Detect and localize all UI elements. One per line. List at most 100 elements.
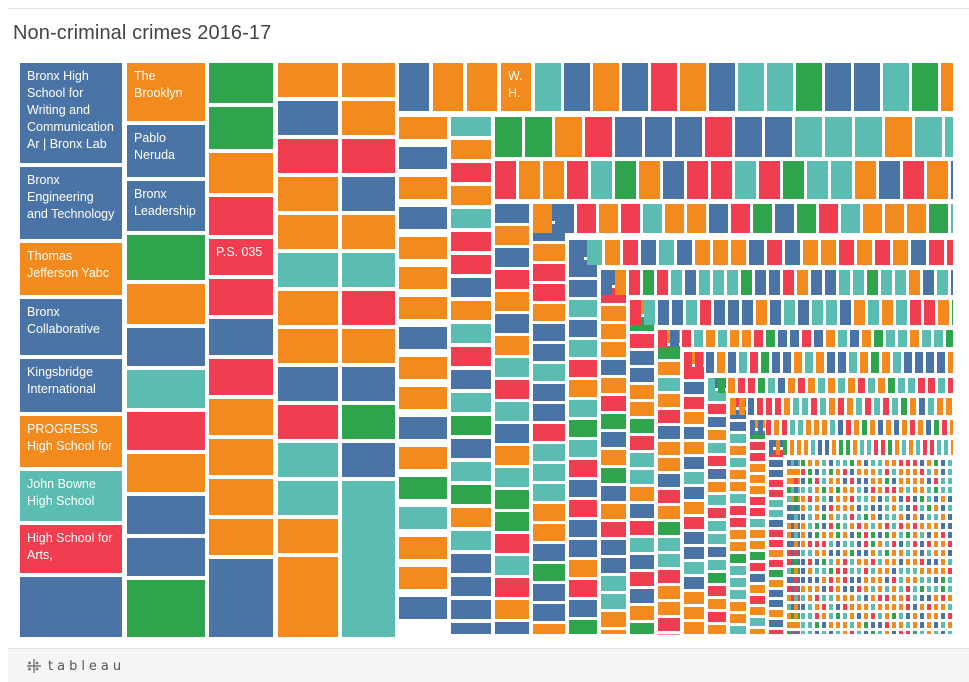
treemap-tile[interactable] — [569, 420, 597, 437]
treemap-tile[interactable] — [948, 532, 952, 538]
treemap-tile[interactable] — [658, 602, 680, 615]
treemap-tile[interactable] — [209, 197, 273, 235]
treemap-tile[interactable] — [742, 300, 753, 325]
treemap-tile[interactable] — [863, 204, 882, 233]
treemap-tile[interactable] — [892, 541, 896, 547]
treemap-tile[interactable] — [875, 240, 890, 265]
treemap-tile[interactable] — [399, 477, 447, 499]
treemap-tile[interactable] — [750, 618, 765, 626]
treemap-tile[interactable] — [885, 550, 889, 556]
treemap-tile[interactable] — [787, 523, 791, 529]
treemap-tile-labeled[interactable] — [20, 416, 122, 467]
treemap-tile[interactable] — [451, 163, 491, 182]
treemap-tile[interactable] — [769, 590, 783, 597]
treemap-tile-labeled[interactable] — [127, 181, 205, 231]
treemap-tile[interactable] — [927, 613, 931, 619]
treemap-tile[interactable] — [533, 304, 565, 321]
treemap-tile[interactable] — [686, 300, 697, 325]
treemap-tile[interactable] — [519, 161, 540, 199]
treemap-tile[interactable] — [857, 478, 861, 484]
treemap-tile[interactable] — [927, 496, 931, 502]
treemap-tile[interactable] — [879, 161, 900, 199]
treemap-tile[interactable] — [787, 478, 800, 484]
treemap-tile[interactable] — [750, 420, 765, 428]
treemap-tile[interactable] — [836, 559, 840, 565]
treemap-tile[interactable] — [927, 514, 931, 520]
treemap-tile[interactable] — [766, 398, 772, 415]
treemap-tile[interactable] — [658, 378, 680, 391]
treemap-tile[interactable] — [892, 559, 896, 565]
treemap-tile[interactable] — [934, 505, 938, 511]
treemap-tile[interactable] — [708, 521, 726, 531]
treemap-tile[interactable] — [787, 460, 791, 466]
treemap-tile[interactable] — [927, 550, 931, 556]
treemap-tile[interactable] — [929, 204, 948, 233]
treemap-tile[interactable] — [899, 604, 903, 610]
treemap-tile[interactable] — [829, 398, 835, 415]
treemap-tile[interactable] — [750, 442, 765, 450]
treemap-tile[interactable] — [495, 270, 529, 289]
treemap-tile[interactable] — [801, 496, 805, 502]
treemap-tile[interactable] — [767, 63, 793, 111]
treemap-tile[interactable] — [658, 362, 680, 375]
treemap-tile[interactable] — [871, 469, 875, 475]
treemap-tile[interactable] — [818, 378, 825, 393]
treemap-tile[interactable] — [750, 629, 765, 634]
treemap-tile[interactable] — [787, 478, 791, 484]
treemap-tile[interactable] — [209, 153, 273, 193]
treemap-tile[interactable] — [794, 496, 798, 502]
treemap-tile[interactable] — [864, 595, 868, 601]
treemap-tile[interactable] — [906, 577, 910, 583]
treemap-tile[interactable] — [864, 604, 868, 610]
treemap-tile[interactable] — [684, 562, 704, 574]
treemap-tile[interactable] — [783, 352, 791, 373]
treemap-tile[interactable] — [822, 460, 826, 466]
treemap-tile[interactable] — [787, 568, 791, 574]
treemap-tile[interactable] — [684, 577, 704, 589]
treemap-tile[interactable] — [451, 324, 491, 343]
treemap-tile[interactable] — [836, 541, 840, 547]
treemap-tile[interactable] — [730, 482, 746, 491]
treemap-tile[interactable] — [941, 496, 945, 502]
treemap-tile[interactable] — [822, 487, 826, 493]
treemap-tile[interactable] — [948, 586, 952, 592]
treemap-tile[interactable] — [871, 604, 875, 610]
treemap-tile[interactable] — [910, 300, 921, 325]
treemap-tile[interactable] — [871, 550, 875, 556]
treemap-tile[interactable] — [843, 514, 847, 520]
treemap-tile[interactable] — [930, 440, 934, 455]
treemap-tile[interactable] — [533, 604, 565, 621]
treemap-tile[interactable] — [787, 604, 791, 610]
treemap-tile[interactable] — [888, 378, 895, 393]
treemap-tile[interactable] — [790, 330, 799, 347]
treemap-tile[interactable] — [495, 490, 529, 509]
treemap-tile[interactable] — [885, 577, 889, 583]
treemap-tile[interactable] — [658, 618, 680, 631]
treemap-tile[interactable] — [878, 559, 882, 565]
treemap-tile[interactable] — [885, 478, 889, 484]
treemap-tile[interactable] — [815, 604, 819, 610]
treemap-tile[interactable] — [399, 567, 447, 589]
treemap-tile[interactable] — [937, 270, 948, 295]
treemap-tile[interactable] — [885, 469, 889, 475]
treemap-tile[interactable] — [682, 330, 691, 347]
treemap-tile[interactable] — [695, 352, 703, 373]
treemap-tile[interactable] — [899, 487, 903, 493]
treemap-tile[interactable] — [601, 324, 626, 339]
treemap-tile[interactable] — [878, 505, 882, 511]
treemap-tile[interactable] — [708, 391, 726, 401]
treemap-tile[interactable] — [850, 622, 854, 628]
treemap-tile[interactable] — [920, 595, 924, 601]
treemap-tile[interactable] — [658, 538, 680, 551]
treemap-tile[interactable] — [814, 330, 823, 347]
treemap-tile[interactable] — [601, 450, 626, 465]
treemap-tile[interactable] — [717, 352, 725, 373]
treemap-tile[interactable] — [868, 378, 875, 393]
treemap-tile[interactable] — [906, 478, 910, 484]
treemap-tile[interactable] — [278, 557, 338, 637]
treemap-tile[interactable] — [899, 631, 903, 634]
treemap-tile[interactable] — [127, 496, 205, 534]
treemap-tile[interactable] — [920, 478, 924, 484]
treemap-tile[interactable] — [630, 589, 654, 603]
treemap-tile[interactable] — [495, 512, 529, 531]
